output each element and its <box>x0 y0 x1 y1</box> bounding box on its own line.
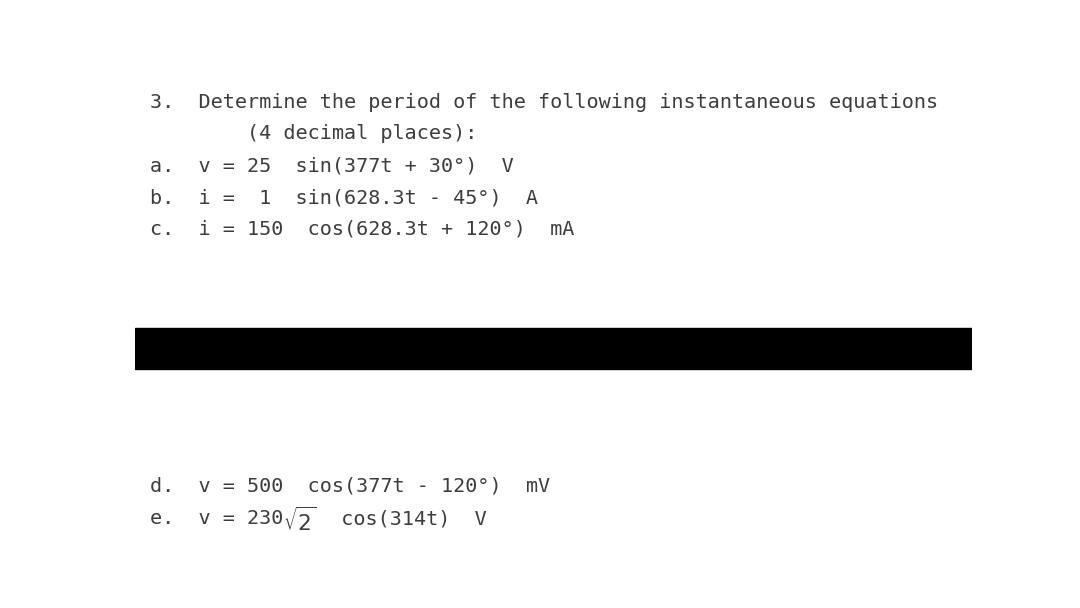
Text: 3.  Determine the period of the following instantaneous equations: 3. Determine the period of the following… <box>150 92 939 112</box>
Text: c.  i = 150  cos(628.3t + 120°)  mA: c. i = 150 cos(628.3t + 120°) mA <box>150 220 575 239</box>
Text: d.  v = 500  cos(377t - 120°)  mV: d. v = 500 cos(377t - 120°) mV <box>150 477 550 496</box>
Text: a.  v = 25  sin(377t + 30°)  V: a. v = 25 sin(377t + 30°) V <box>150 156 514 175</box>
Text: e.  v = 230: e. v = 230 <box>150 510 283 528</box>
Text: cos(314t)  V: cos(314t) V <box>316 510 486 528</box>
Bar <box>135 328 972 369</box>
Text: $\sqrt{2}$: $\sqrt{2}$ <box>283 507 316 535</box>
Text: (4 decimal places):: (4 decimal places): <box>150 125 477 143</box>
Text: b.  i =  1  sin(628.3t - 45°)  A: b. i = 1 sin(628.3t - 45°) A <box>150 188 538 207</box>
